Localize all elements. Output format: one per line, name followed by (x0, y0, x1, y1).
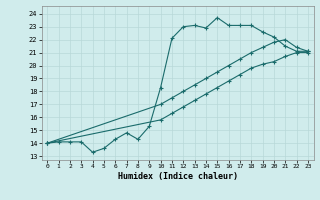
X-axis label: Humidex (Indice chaleur): Humidex (Indice chaleur) (118, 172, 237, 181)
